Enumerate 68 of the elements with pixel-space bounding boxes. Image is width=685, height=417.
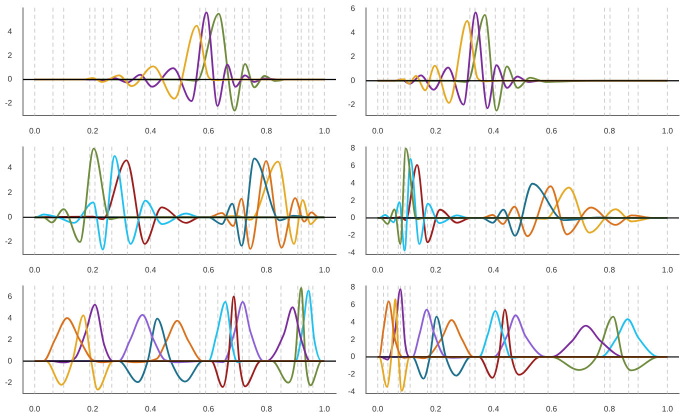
y-tick-label: -2 [348, 370, 356, 379]
y-tick-label: 2 [8, 188, 13, 197]
y-tick-label: 4 [350, 178, 356, 188]
x-tick-label: 0.4 [145, 404, 157, 414]
y-tick-label: -2 [4, 98, 13, 108]
x-tick-label: 0.6 [546, 404, 558, 414]
x-tick-label: 0.0 [29, 265, 41, 274]
y-tick-label: 2 [350, 334, 356, 344]
y-tick-label: -2 [348, 100, 356, 109]
x-tick-label: 0.6 [202, 126, 215, 136]
y-tick-label: 8 [350, 144, 356, 153]
y-tick-label: 0 [350, 352, 356, 362]
y-tick-label: 2 [350, 196, 356, 205]
x-tick-label: 0.2 [87, 404, 99, 414]
x-tick-label: 0.8 [260, 404, 273, 414]
x-tick-label: 0.6 [202, 265, 215, 274]
x-tick-label: 0.2 [87, 126, 99, 136]
x-tick-label: 1.0 [318, 404, 331, 414]
x-tick-label: 0.6 [546, 126, 558, 136]
x-tick-label: 1.0 [318, 126, 331, 136]
y-tick-label: 4 [350, 317, 356, 326]
y-tick-label: 6 [8, 292, 13, 301]
y-tick-label: 2 [350, 52, 356, 62]
y-tick-label: -4 [348, 248, 356, 257]
y-tick-label: 4 [350, 28, 356, 38]
y-tick-label: 6 [350, 300, 356, 310]
y-tick-label: 4 [8, 163, 13, 172]
x-tick-label: 0.2 [430, 126, 442, 136]
x-tick-label: 0.8 [260, 265, 273, 274]
x-tick-label: 0.2 [430, 265, 442, 274]
y-tick-label: -2 [4, 378, 13, 387]
x-tick-label: 0.0 [372, 404, 384, 414]
y-tick-label: 2 [8, 334, 13, 344]
y-tick-label: 0 [8, 356, 13, 366]
x-tick-label: 0.0 [29, 126, 41, 136]
y-tick-label: 8 [350, 282, 356, 292]
x-tick-label: 0.6 [202, 404, 215, 414]
y-tick-label: 6 [350, 161, 356, 170]
x-tick-label: 0.8 [604, 404, 616, 414]
x-tick-label: 0.4 [145, 265, 157, 274]
x-tick-label: 0.8 [604, 126, 616, 136]
y-tick-label: -4 [348, 386, 356, 396]
x-tick-label: 0.4 [488, 404, 500, 414]
y-tick-label: 4 [8, 313, 13, 322]
x-tick-label: 0.4 [145, 126, 157, 136]
x-tick-label: 0.2 [430, 404, 442, 414]
x-tick-label: 0.6 [546, 265, 558, 274]
x-tick-label: 0.8 [604, 265, 616, 274]
x-tick-label: 0.8 [260, 126, 273, 136]
x-tick-label: 0.0 [372, 265, 384, 274]
x-tick-label: 0.4 [488, 265, 500, 274]
x-tick-label: 0.0 [29, 404, 41, 414]
y-tick-label: 2 [8, 50, 13, 60]
y-tick-label: 6 [350, 4, 356, 14]
x-tick-label: 0.2 [87, 265, 99, 274]
x-tick-label: 0.0 [372, 126, 384, 136]
y-tick-label: -2 [348, 230, 356, 240]
x-tick-label: 1.0 [662, 126, 674, 136]
y-tick-label: 0 [350, 76, 356, 85]
y-tick-label: 0 [8, 212, 13, 222]
y-tick-label: 4 [8, 26, 13, 36]
y-tick-label: 0 [350, 213, 356, 222]
y-tick-label: -2 [4, 237, 13, 246]
x-tick-label: 1.0 [318, 265, 331, 274]
y-tick-label: 0 [8, 74, 13, 84]
x-tick-label: 0.4 [488, 126, 500, 136]
x-tick-label: 1.0 [662, 265, 674, 274]
x-tick-label: 1.0 [662, 404, 674, 414]
